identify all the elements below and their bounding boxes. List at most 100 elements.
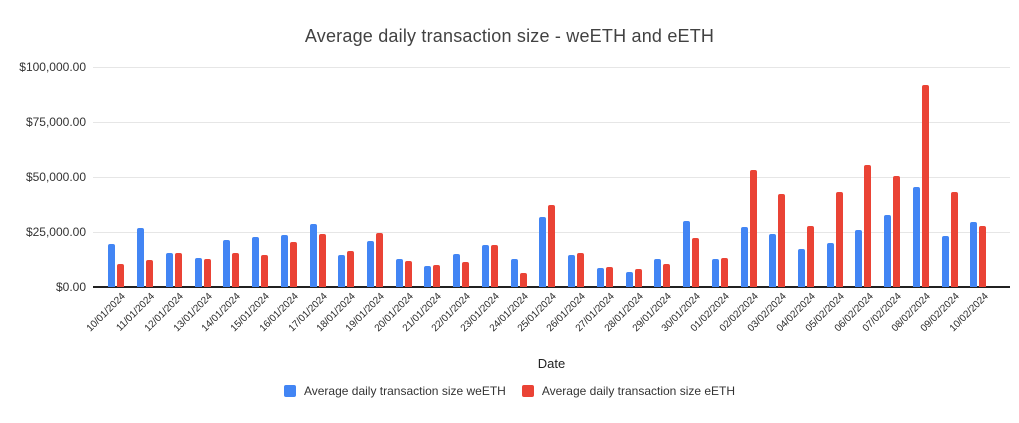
- bar-eeth[interactable]: [462, 261, 470, 287]
- bar-weeth[interactable]: [510, 258, 518, 287]
- bar-group: [217, 67, 246, 287]
- y-tick-label: $0.00: [55, 280, 86, 294]
- y-tick-label: $50,000.00: [25, 170, 86, 184]
- bar-weeth[interactable]: [424, 266, 432, 287]
- bar-group: [849, 67, 878, 287]
- bar-eeth[interactable]: [174, 253, 182, 287]
- bar-eeth[interactable]: [519, 272, 527, 287]
- bar-weeth[interactable]: [941, 236, 949, 287]
- bar-weeth[interactable]: [884, 214, 892, 287]
- bar-weeth[interactable]: [137, 228, 145, 287]
- bar-weeth[interactable]: [568, 254, 576, 287]
- bar-weeth[interactable]: [223, 239, 231, 287]
- bar-weeth[interactable]: [252, 237, 260, 287]
- bar-group: [102, 67, 131, 287]
- bar-group: [476, 67, 505, 287]
- bar-group: [303, 67, 332, 287]
- bar-eeth[interactable]: [261, 254, 269, 287]
- bar-group: [131, 67, 160, 287]
- bar-eeth[interactable]: [347, 251, 355, 287]
- bars-container: [102, 67, 993, 287]
- bar-group: [361, 67, 390, 287]
- bar-group: [677, 67, 706, 287]
- bar-eeth[interactable]: [921, 85, 929, 287]
- bar-weeth[interactable]: [912, 186, 920, 287]
- bar-group: [274, 67, 303, 287]
- bar-eeth[interactable]: [806, 226, 814, 287]
- y-tick-label: $75,000.00: [25, 115, 86, 129]
- bar-eeth[interactable]: [203, 258, 211, 287]
- bar-weeth[interactable]: [970, 222, 978, 287]
- bar-eeth[interactable]: [289, 241, 297, 287]
- bar-weeth[interactable]: [711, 258, 719, 287]
- bar-eeth[interactable]: [893, 175, 901, 287]
- bar-eeth[interactable]: [749, 170, 757, 287]
- bar-group: [246, 67, 275, 287]
- bar-eeth[interactable]: [979, 226, 987, 287]
- bar-weeth[interactable]: [769, 233, 777, 287]
- bar-eeth[interactable]: [634, 269, 642, 287]
- legend-label-weeth: Average daily transaction size weETH: [303, 384, 506, 398]
- bar-eeth[interactable]: [117, 263, 125, 287]
- legend-swatch-eeth: [521, 385, 534, 397]
- bar-eeth[interactable]: [692, 237, 700, 287]
- bar-eeth[interactable]: [146, 259, 154, 287]
- bar-eeth[interactable]: [835, 192, 843, 287]
- bar-weeth[interactable]: [309, 224, 317, 287]
- legend-item-weeth[interactable]: Average daily transaction size weETH: [283, 384, 506, 398]
- bar-weeth[interactable]: [165, 252, 173, 287]
- legend-item-eeth[interactable]: Average daily transaction size eETH: [521, 384, 736, 398]
- legend-label-eeth: Average daily transaction size eETH: [541, 384, 736, 398]
- bar-weeth[interactable]: [740, 227, 748, 287]
- bar-group: [763, 67, 792, 287]
- bar-eeth[interactable]: [663, 264, 671, 287]
- bar-group: [820, 67, 849, 287]
- bar-eeth[interactable]: [864, 164, 872, 287]
- bar-eeth[interactable]: [720, 257, 728, 287]
- bar-group: [964, 67, 993, 287]
- bar-group: [418, 67, 447, 287]
- bar-weeth[interactable]: [826, 243, 834, 287]
- bar-group: [332, 67, 361, 287]
- bar-weeth[interactable]: [194, 257, 202, 287]
- bar-group: [878, 67, 907, 287]
- bar-weeth[interactable]: [280, 234, 288, 287]
- bar-weeth[interactable]: [338, 254, 346, 287]
- bar-group: [590, 67, 619, 287]
- y-tick-label: $100,000.00: [19, 60, 86, 74]
- bar-eeth[interactable]: [490, 244, 498, 287]
- bar-eeth[interactable]: [548, 205, 556, 287]
- bar-weeth[interactable]: [453, 253, 461, 287]
- bar-weeth[interactable]: [596, 267, 604, 287]
- bar-group: [562, 67, 591, 287]
- x-axis-baseline: [93, 286, 1010, 288]
- bar-eeth[interactable]: [778, 193, 786, 287]
- bar-eeth[interactable]: [318, 234, 326, 287]
- bar-weeth[interactable]: [481, 245, 489, 287]
- bar-eeth[interactable]: [577, 252, 585, 287]
- bar-weeth[interactable]: [683, 221, 691, 287]
- bar-weeth[interactable]: [395, 258, 403, 287]
- x-axis-title: Date: [537, 356, 566, 371]
- bar-group: [188, 67, 217, 287]
- gridline: [93, 122, 1010, 123]
- bar-eeth[interactable]: [404, 261, 412, 287]
- bar-weeth[interactable]: [366, 240, 374, 287]
- bar-weeth[interactable]: [108, 244, 116, 287]
- bar-eeth[interactable]: [605, 267, 613, 287]
- bar-weeth[interactable]: [654, 259, 662, 287]
- bar-weeth[interactable]: [539, 217, 547, 287]
- legend: Average daily transaction size weETH Ave…: [0, 384, 1019, 398]
- bar-group: [504, 67, 533, 287]
- bar-eeth[interactable]: [950, 192, 958, 287]
- bar-group: [734, 67, 763, 287]
- bar-group: [792, 67, 821, 287]
- bar-eeth[interactable]: [433, 265, 441, 287]
- bar-weeth[interactable]: [625, 271, 633, 287]
- bar-eeth[interactable]: [375, 233, 383, 287]
- bar-group: [389, 67, 418, 287]
- bar-eeth[interactable]: [232, 252, 240, 287]
- bar-weeth[interactable]: [855, 230, 863, 287]
- bar-weeth[interactable]: [797, 249, 805, 287]
